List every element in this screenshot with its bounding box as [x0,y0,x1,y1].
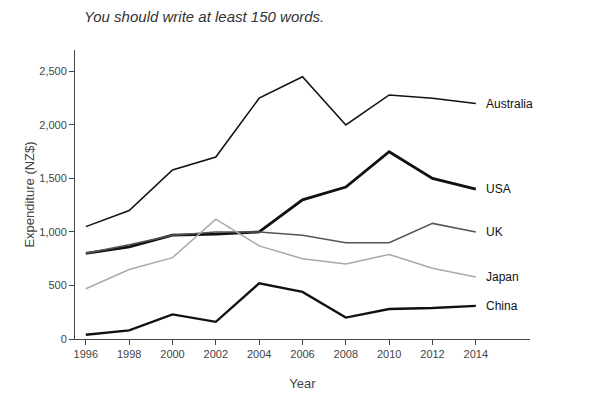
svg-text:2004: 2004 [247,348,271,360]
svg-text:UK: UK [486,225,503,239]
svg-text:1998: 1998 [117,348,141,360]
svg-text:Japan: Japan [486,270,519,284]
svg-text:2,000: 2,000 [39,119,67,131]
svg-text:2014: 2014 [464,348,488,360]
svg-text:USA: USA [486,182,511,196]
svg-text:Year: Year [289,376,316,391]
svg-text:Australia: Australia [486,97,533,111]
svg-text:1,500: 1,500 [39,172,67,184]
svg-text:1996: 1996 [74,348,98,360]
svg-text:2010: 2010 [377,348,401,360]
svg-text:2012: 2012 [420,348,444,360]
svg-text:2,500: 2,500 [39,65,67,77]
svg-text:1,000: 1,000 [39,226,67,238]
svg-text:500: 500 [48,279,66,291]
svg-text:2008: 2008 [334,348,358,360]
svg-text:China: China [486,299,518,313]
svg-text:You should write at least 150: You should write at least 150 words. [84,8,324,25]
svg-text:2000: 2000 [160,348,184,360]
svg-text:2006: 2006 [290,348,314,360]
svg-text:Expenditure (NZ$): Expenditure (NZ$) [22,141,37,247]
svg-text:2002: 2002 [204,348,228,360]
svg-text:0: 0 [61,333,67,345]
